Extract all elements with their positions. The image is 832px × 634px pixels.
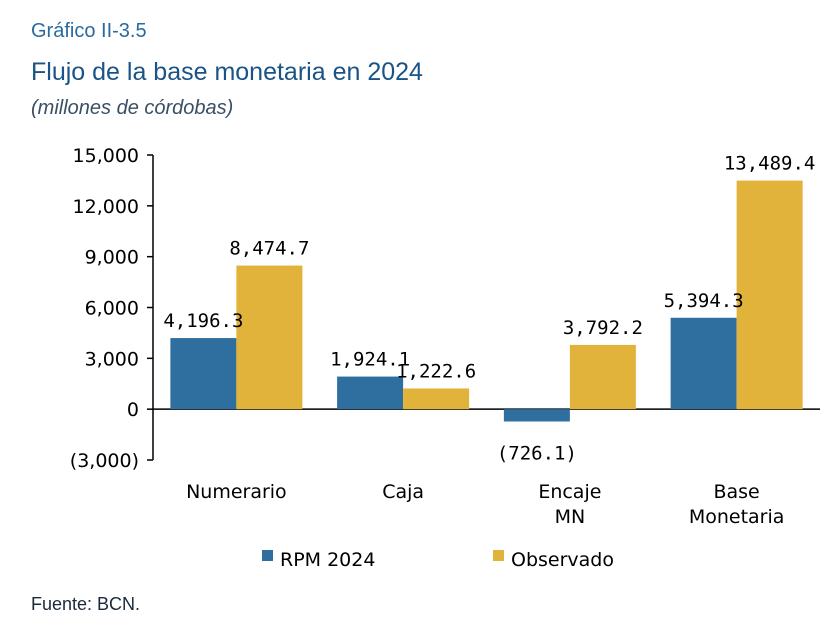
data-labels: 4,196.3 8,474.7 1,924.11,222.6 (726.1) 3,792…: [163, 153, 815, 465]
legend-label: Observado: [511, 549, 614, 571]
bar-rpm: [337, 376, 404, 410]
y-tick-label: (3,000): [70, 450, 139, 472]
legend-swatch: [493, 550, 504, 561]
y-tick-label: 3,000: [85, 348, 139, 370]
bar-rpm: [170, 338, 237, 410]
x-tick-label: Numerario: [186, 481, 287, 503]
y-tick-label: 0: [127, 399, 139, 421]
x-tick-label: Caja: [382, 481, 424, 503]
data-label: 3,792.2: [563, 317, 643, 339]
bar-observado: [736, 180, 803, 410]
category-labels: Numerario Caja Encaje MN Base Monetaria: [186, 481, 784, 528]
chart-units: (millones de córdobas): [31, 97, 234, 119]
y-tick-label: 6,000: [85, 298, 139, 320]
figure-number: Gráfico II-3.5: [31, 20, 147, 42]
x-tick-label: Base: [713, 481, 759, 503]
legend-label: RPM 2024: [280, 549, 375, 571]
data-label: 13,489.4: [724, 153, 816, 175]
bar-rpm: [503, 409, 570, 422]
y-tick-label: 9,000: [85, 247, 139, 269]
bar-observado: [569, 344, 636, 410]
bar-rpm: [670, 317, 737, 410]
data-label: (726.1): [497, 442, 577, 464]
y-tick-label: 15,000: [73, 145, 139, 167]
bars: [170, 180, 803, 422]
source-note: Fuente: BCN.: [31, 594, 141, 614]
data-label: 5,394.3: [664, 290, 744, 312]
x-tick-label: MN: [555, 506, 586, 528]
data-label: 1,924.1: [330, 349, 410, 371]
chart-title: Flujo de la base monetaria en 2024: [31, 58, 423, 86]
data-label: 8,474.7: [229, 238, 309, 260]
legend-swatch: [262, 550, 273, 561]
x-tick-label: Monetaria: [689, 506, 785, 528]
bar-observado: [236, 265, 303, 410]
y-tick-label: 12,000: [73, 196, 139, 218]
data-label: 4,196.3: [163, 310, 243, 332]
data-label: 1,222.6: [396, 360, 476, 382]
bar-observado: [403, 388, 470, 410]
x-tick-label: Encaje: [538, 481, 601, 503]
legend: RPM 2024 Observado: [262, 549, 614, 571]
